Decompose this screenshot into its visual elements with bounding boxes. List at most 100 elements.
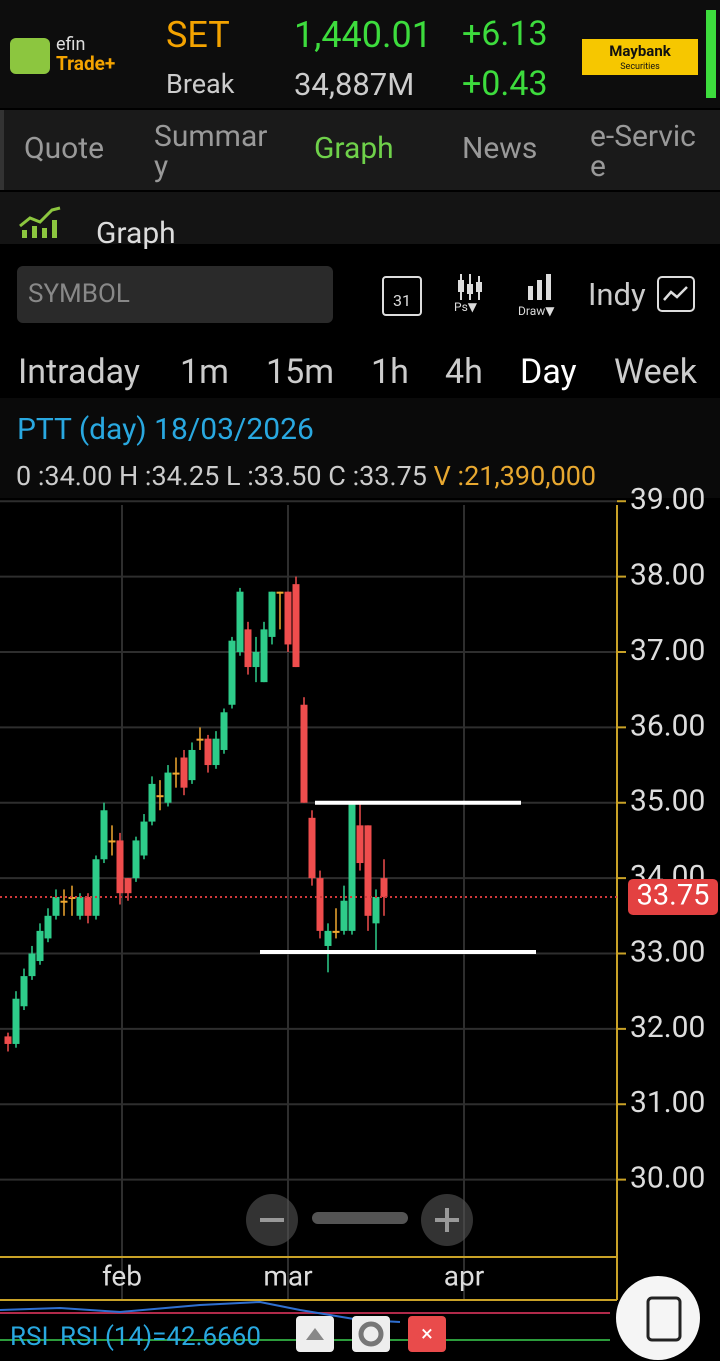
v-label: V : (433, 460, 465, 492)
rsi-value: RSI (14)=42.6660 (60, 1322, 261, 1352)
x-tick-label: mar (263, 1259, 313, 1292)
tab[interactable]: Quote (24, 134, 105, 166)
draw-icon (528, 274, 551, 300)
candle-body (308, 817, 316, 879)
indy-button[interactable]: Indy (588, 276, 646, 313)
o-value: 34.00 (44, 460, 113, 492)
tab[interactable]: News (462, 134, 538, 166)
candle-body (348, 802, 356, 931)
c-value: 33.75 (359, 460, 427, 492)
y-tick-label: 38.00 (630, 558, 705, 593)
candle-body (212, 738, 220, 766)
candle-body (12, 998, 20, 1044)
candle-body (84, 896, 92, 916)
candle-body (220, 712, 228, 750)
candle-body (156, 795, 164, 798)
l-label: L : (225, 460, 254, 492)
candle-body (60, 900, 68, 903)
candle-body (340, 900, 348, 931)
candle-body (76, 896, 84, 916)
logo-top: efin (56, 34, 86, 55)
candle-body (116, 840, 124, 894)
info-panel: PTT (day) 18/03/2026 0 :34.00 H :34.25 L… (0, 398, 720, 498)
period-button[interactable]: 4h (445, 352, 483, 392)
candle-body (172, 772, 180, 775)
index-change: +6.13 (462, 14, 548, 54)
floating-button[interactable] (616, 1276, 700, 1360)
section-title: Graph (96, 216, 176, 251)
y-tick-label: 36.00 (630, 708, 705, 743)
ps-button[interactable]: Ps▼ (454, 300, 477, 314)
calendar-text: 31 (393, 291, 411, 310)
candle-body (148, 783, 156, 822)
tab[interactable]: Graph (314, 134, 394, 166)
symbol-input[interactable]: SYMBOL (17, 266, 333, 323)
candle-body (332, 930, 340, 933)
y-tick-label: 37.00 (630, 633, 705, 668)
tab[interactable]: e-Service (590, 122, 696, 184)
candle-body (36, 930, 44, 962)
candle-body (292, 584, 300, 668)
candle-body (140, 821, 148, 856)
tab[interactable]: Summary (154, 122, 268, 184)
candle-body (132, 840, 140, 879)
period-bar: Intraday 1m 15m 1h 4h Day Week (0, 350, 720, 396)
o-label: 0 : (16, 460, 45, 492)
candle-body (268, 591, 276, 637)
candle-body (20, 976, 28, 1007)
section-bar: Graph (0, 192, 720, 251)
candle-body (236, 591, 244, 652)
candle-body (4, 1036, 12, 1044)
broker-logo[interactable]: Maybank Securities (582, 39, 698, 75)
volume: 34,887M (294, 66, 415, 103)
candle-body (300, 704, 308, 803)
period-button[interactable]: 15m (266, 352, 335, 392)
candle-body (276, 591, 284, 594)
candle-body (284, 591, 292, 645)
y-tick-label: 33.00 (630, 934, 705, 969)
h-label: H : (118, 460, 152, 492)
period-button[interactable]: 1m (180, 352, 229, 392)
y-tick-label: 31.00 (630, 1085, 705, 1120)
candle-body (324, 930, 332, 946)
close-icon: × (421, 1322, 433, 1347)
x-tick-label: feb (102, 1259, 142, 1292)
period-button[interactable]: 1h (371, 352, 409, 392)
y-tick-label: 32.00 (630, 1010, 705, 1045)
draw-button[interactable]: Draw▼ (518, 304, 555, 318)
logo-bottom: Trade+ (56, 52, 116, 75)
symbol-placeholder: SYMBOL (28, 279, 130, 309)
index-value: 1,440.01 (294, 14, 432, 56)
y-tick-label: 30.00 (630, 1161, 705, 1196)
chart-title: PTT (day) 18/03/2026 (17, 412, 314, 447)
header: efin Trade+ SET 1,440.01 +6.13 Break 34,… (0, 0, 720, 108)
rsi-settings-button[interactable] (352, 1316, 390, 1352)
rsi-line (0, 1300, 401, 1323)
zoom-slider[interactable] (312, 1212, 408, 1224)
period-button[interactable]: Week (614, 352, 697, 392)
candle-body (28, 953, 36, 977)
gear-icon (358, 1321, 384, 1347)
period-button[interactable]: Day (520, 352, 577, 392)
calendar-button[interactable]: 31 (382, 276, 422, 316)
ps-icon (458, 274, 482, 300)
last-price-box (628, 878, 718, 915)
indy-icon (657, 276, 695, 312)
rsi-up-icon (306, 1328, 324, 1340)
l-value: 33.50 (253, 460, 322, 492)
device-icon (646, 1296, 682, 1342)
candle-body (356, 825, 364, 864)
y-tick-label: 39.00 (630, 482, 705, 517)
x-tick-label: apr (444, 1259, 485, 1292)
candle-body (180, 757, 188, 788)
y-tick-label: 35.00 (630, 784, 705, 819)
candle-body (260, 629, 268, 683)
index-name: SET (166, 14, 230, 56)
candle-body (44, 915, 52, 939)
break-label: Break (166, 68, 235, 100)
period-button[interactable]: Intraday (18, 352, 141, 392)
candle-body (372, 896, 380, 924)
rsi-close-button[interactable] (408, 1316, 446, 1352)
candle-body (364, 825, 372, 916)
